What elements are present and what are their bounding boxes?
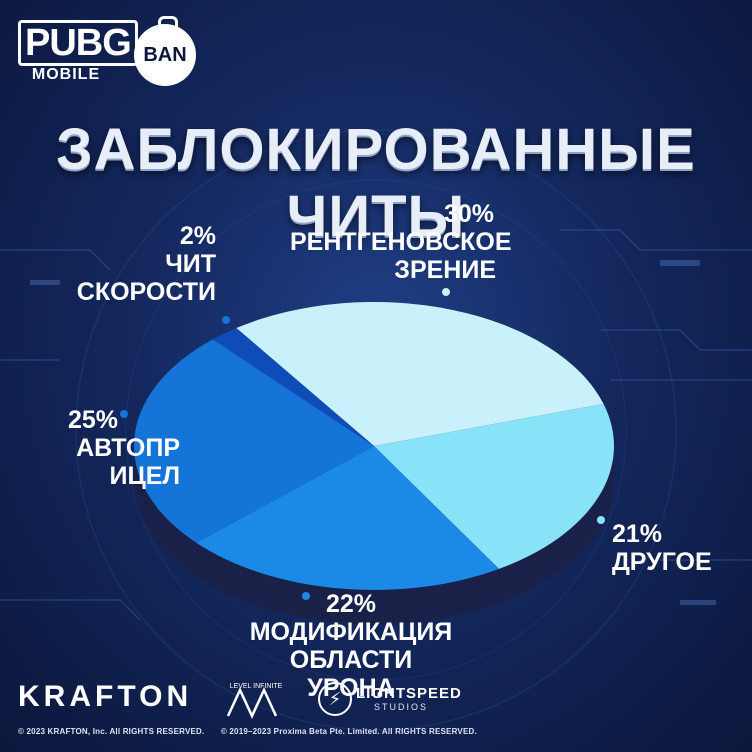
label-xray-name-1: РЕНТГЕНОВСКОЕ (290, 228, 512, 256)
level-infinite-text: LEVEL INFINITE (230, 683, 283, 690)
label-xray-pct: 30% (443, 200, 494, 228)
label-speed: 2% ЧИТ СКОРОСТИ (60, 222, 216, 306)
copyright-line: © 2023 KRAFTON, Inc. All RIGHTS RESERVED… (18, 727, 491, 736)
lightspeed-word: LIGHTSPEED (356, 685, 462, 702)
label-speed-pct: 2% (179, 222, 216, 250)
lightning-icon: ⚡ (318, 682, 352, 716)
dot-aimbot (120, 410, 128, 418)
copyright-krafton: © 2023 KRAFTON, Inc. All RIGHTS RESERVED… (18, 727, 205, 736)
lightspeed-sub: STUDIOS (374, 702, 429, 712)
label-other: 21% ДРУГОЕ (612, 520, 742, 576)
pie-slice-speed (212, 328, 374, 446)
label-aimbot-name: АВТОПР ИЦЕЛ (76, 434, 180, 490)
pie-slice-other (374, 403, 614, 569)
dot-damage (302, 592, 310, 600)
label-aimbot: 25% АВТОПР ИЦЕЛ (0, 406, 180, 490)
label-aimbot-pct: 25% (67, 406, 118, 434)
pubg-logo-subtitle: MOBILE (31, 66, 101, 83)
label-speed-name-2: СКОРОСТИ (76, 278, 216, 306)
label-xray-name-2: ЗРЕНИЕ (394, 256, 496, 284)
dot-xray (442, 288, 450, 296)
chart-title: ЗАБЛОКИРОВАННЫЕ ЧИТЫ (56, 117, 696, 249)
label-other-pct: 21% (612, 520, 663, 548)
pie-slice-xray (236, 302, 604, 446)
dot-speed (222, 316, 230, 324)
label-xray: 30% РЕНТГЕНОВСКОЕ ЗРЕНИЕ (290, 200, 512, 284)
label-other-name: ДРУГОЕ (612, 548, 712, 576)
pie-slice-aimbot (134, 339, 374, 543)
level-infinite-logo: LEVEL INFINITE (226, 683, 283, 719)
krafton-logo: KRAFTON (18, 680, 193, 713)
dot-other (597, 516, 605, 524)
label-damage-name-1: МОДИФИКАЦИЯ (249, 618, 453, 646)
ban-badge-icon: BAN (134, 16, 196, 86)
lightspeed-logo: ⚡ LIGHTSPEED STUDIOS (318, 682, 461, 718)
label-speed-name-1: ЧИТ (165, 250, 216, 278)
copyright-proxima: © 2019–2023 Proxima Beta Pte. Limited. A… (220, 727, 477, 736)
pie-slice-damage (196, 446, 500, 591)
label-damage-pct: 22% (325, 590, 377, 618)
